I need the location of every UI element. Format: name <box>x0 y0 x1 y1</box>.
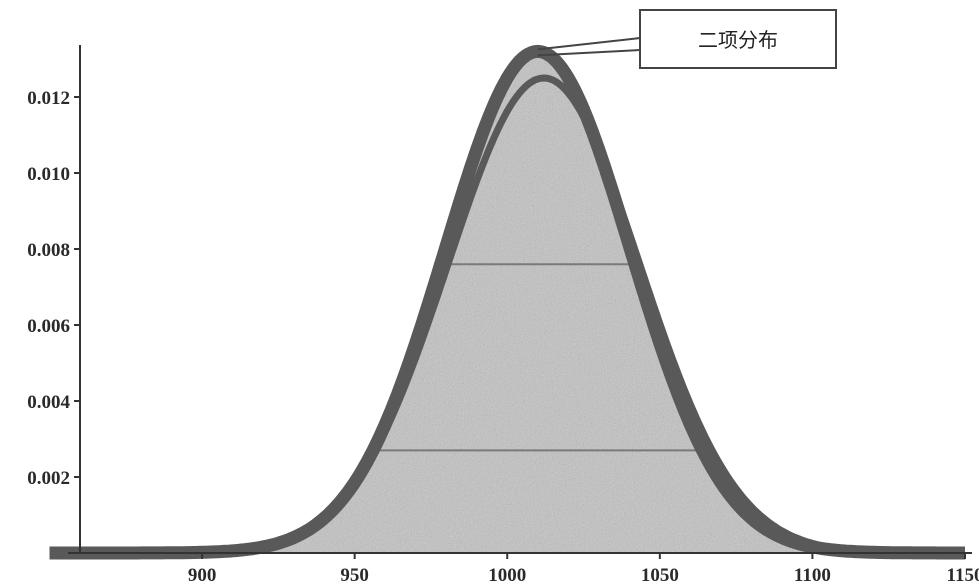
x-tick-label: 950 <box>340 565 369 585</box>
x-tick-label: 1150 <box>947 565 979 585</box>
x-tick-label: 1100 <box>794 565 831 585</box>
axes <box>68 45 972 554</box>
callout-box <box>639 9 837 69</box>
callout-leader <box>537 49 641 57</box>
y-tick-label: 0.004 <box>27 392 70 413</box>
x-tick-label: 1000 <box>488 565 526 585</box>
y-tick-label: 0.010 <box>27 164 70 185</box>
y-tick-label: 0.012 <box>27 88 70 109</box>
x-ticks: 900 950 1000 1050 1100 1150 <box>188 553 979 585</box>
y-tick-label: 0.006 <box>27 316 70 337</box>
area-texture <box>49 51 965 554</box>
y-tick-label: 0.008 <box>27 240 70 261</box>
x-tick-label: 900 <box>188 565 217 585</box>
y-tick-label: 0.002 <box>27 468 70 489</box>
callout-leader <box>537 37 641 51</box>
series-callout: 二项分布 <box>537 9 837 69</box>
x-tick-label: 1050 <box>641 565 679 585</box>
y-ticks: 0.002 0.004 0.006 0.008 0.010 0.012 <box>27 88 80 489</box>
callout-label: 二项分布 <box>698 28 778 52</box>
distribution-area <box>49 51 965 554</box>
